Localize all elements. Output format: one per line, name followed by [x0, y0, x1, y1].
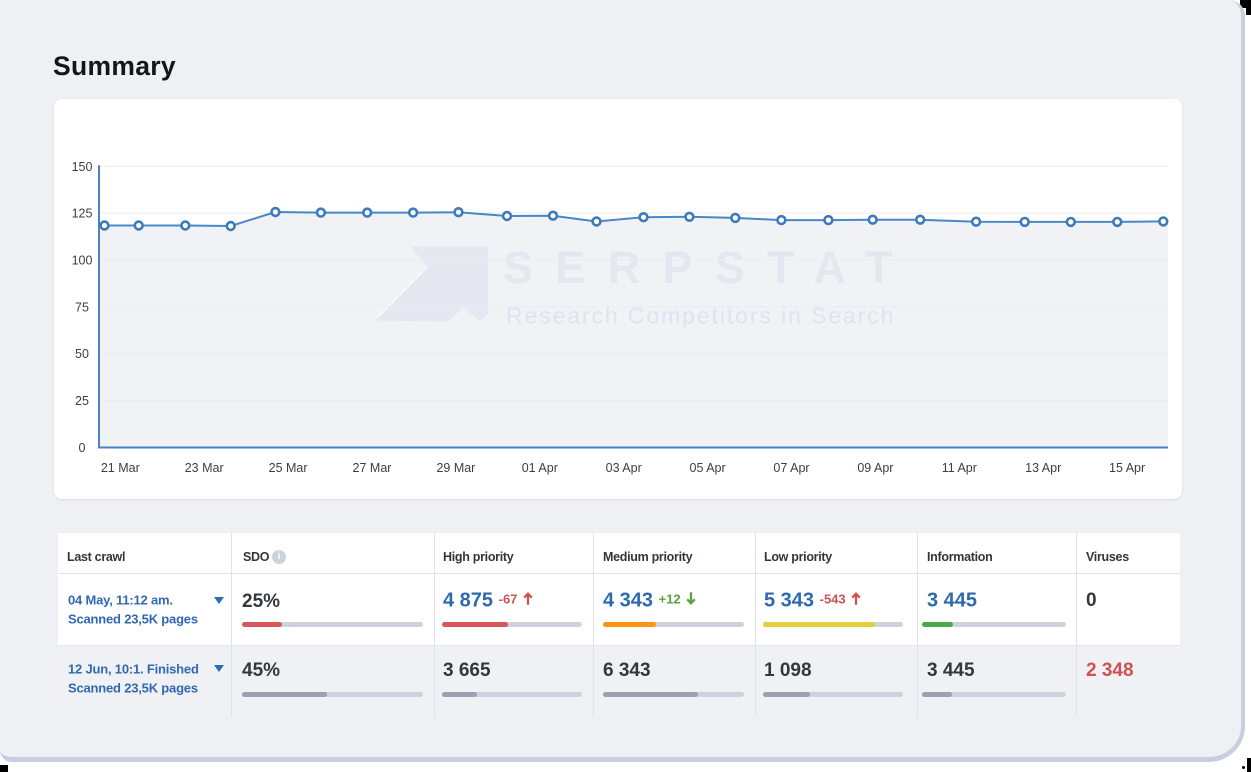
svg-text:05 Apr: 05 Apr: [690, 461, 726, 475]
svg-text:09 Apr: 09 Apr: [857, 461, 893, 475]
svg-text:23 Mar: 23 Mar: [185, 461, 224, 475]
svg-text:0: 0: [79, 441, 86, 455]
svg-text:15 Apr: 15 Apr: [1109, 461, 1145, 475]
svg-text:25 Mar: 25 Mar: [269, 461, 308, 475]
svg-text:75: 75: [75, 300, 89, 314]
svg-text:13 Apr: 13 Apr: [1025, 461, 1061, 475]
svg-text:SERPSTAT: SERPSTAT: [503, 242, 915, 293]
svg-text:150: 150: [72, 160, 93, 174]
svg-text:125: 125: [72, 207, 93, 221]
svg-text:27 Mar: 27 Mar: [353, 461, 392, 475]
svg-text:03 Apr: 03 Apr: [606, 461, 642, 475]
svg-text:21 Mar: 21 Mar: [101, 461, 140, 475]
svg-text:01 Apr: 01 Apr: [522, 461, 558, 475]
svg-text:25: 25: [75, 394, 89, 408]
svg-text:50: 50: [75, 347, 89, 361]
svg-text:11 Apr: 11 Apr: [942, 461, 977, 475]
svg-text:07 Apr: 07 Apr: [773, 461, 809, 475]
svg-text:29 Mar: 29 Mar: [436, 461, 475, 475]
svg-text:100: 100: [72, 254, 93, 268]
